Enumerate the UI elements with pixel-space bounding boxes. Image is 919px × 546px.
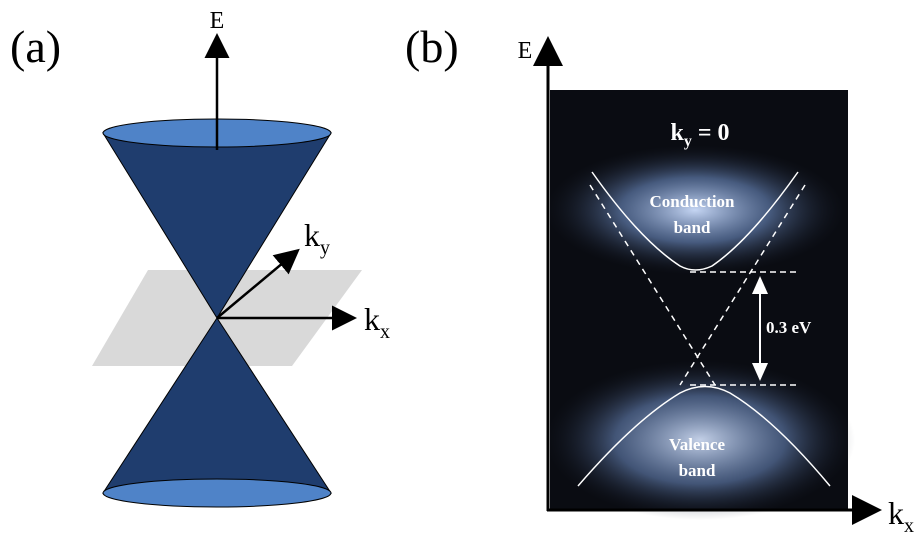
valence-label: band [679, 461, 716, 480]
ky-label: ky [304, 217, 330, 259]
e-label: E [210, 8, 225, 34]
kx-label: kx [364, 301, 390, 343]
panel-label: (a) [10, 21, 61, 72]
e-label: E [518, 38, 533, 64]
panel-label: (b) [405, 21, 459, 72]
kx-label: kx [888, 495, 914, 537]
figure: (a) E ky kx (b) ky= 0 Conduction band 0.… [0, 0, 919, 546]
panel-title: ky= 0 [670, 120, 729, 150]
lower-cone-bottom [103, 479, 331, 507]
valence-label: Valence [669, 435, 725, 454]
conduction-label: band [674, 218, 711, 237]
gap-label: 0.3 eV [766, 318, 812, 337]
conduction-label: Conduction [649, 192, 735, 211]
